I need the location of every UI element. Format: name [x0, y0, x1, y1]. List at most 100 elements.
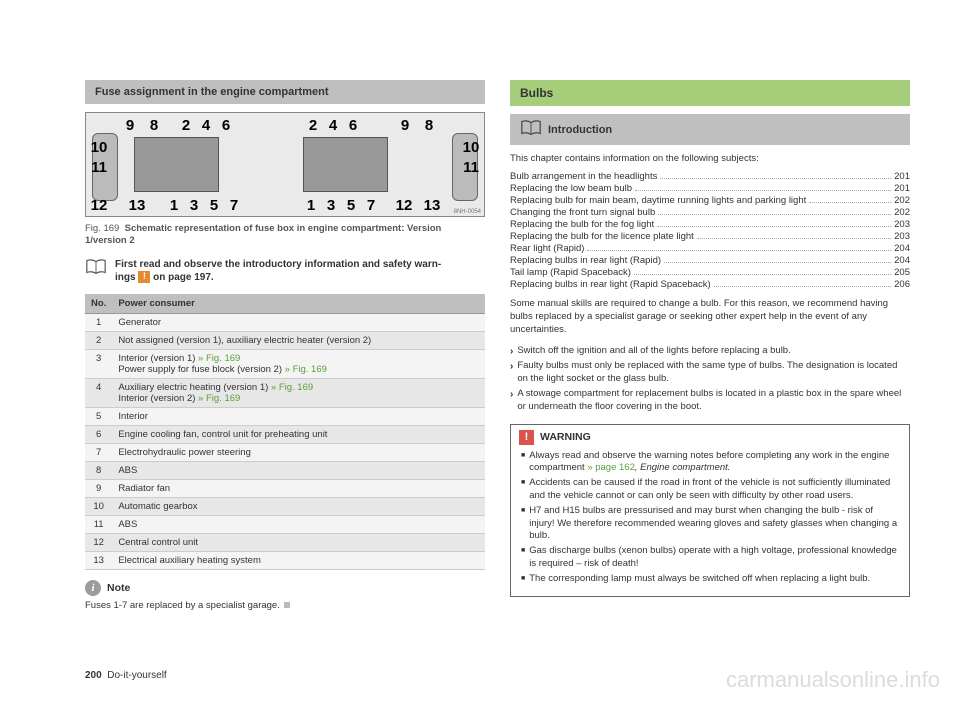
table-cell-no: 8	[85, 461, 112, 479]
table-cell-no: 3	[85, 349, 112, 378]
fuse-table: No. Power consumer 1Generator2Not assign…	[85, 294, 485, 570]
toc-dots	[634, 274, 891, 275]
table-cell-consumer: Radiator fan	[112, 479, 485, 497]
figure-caption: Fig. 169 Schematic representation of fus…	[85, 223, 485, 248]
book-icon	[85, 258, 107, 279]
table-cell-consumer: Electrohydraulic power steering	[112, 443, 485, 461]
table-cell-no: 5	[85, 407, 112, 425]
diagram-num: 9	[397, 117, 413, 134]
toc-row: Replacing bulb for main beam, daytime ru…	[510, 195, 910, 206]
toc-page: 205	[894, 267, 910, 278]
bullet-text: Faulty bulbs must only be replaced with …	[517, 360, 910, 386]
left-header: Fuse assignment in the engine compartmen…	[85, 80, 485, 104]
toc-page: 202	[894, 207, 910, 218]
table-header-no: No.	[85, 294, 112, 314]
toc-dots	[658, 214, 891, 215]
toc-label: Bulb arrangement in the headlights	[510, 171, 657, 182]
toc-label: Replacing bulb for main beam, daytime ru…	[510, 195, 806, 206]
warning-text: Accidents can be caused if the road in f…	[529, 477, 899, 503]
table-cell-no: 4	[85, 378, 112, 407]
table-cell-consumer: Central control unit	[112, 533, 485, 551]
table-cell-consumer: Electrical auxiliary heating system	[112, 551, 485, 569]
toc-row: Replacing the bulb for the licence plate…	[510, 231, 910, 242]
toc-dots	[664, 262, 891, 263]
toc-page: 203	[894, 219, 910, 230]
toc-page: 201	[894, 171, 910, 182]
toc-page: 202	[894, 195, 910, 206]
diagram-num: 10	[88, 139, 110, 156]
diagram-num: 11	[88, 159, 110, 176]
table-row: 12Central control unit	[85, 533, 485, 551]
toc-label: Replacing the bulb for the licence plate…	[510, 231, 694, 242]
warning-body: ■Always read and observe the warning not…	[511, 450, 909, 596]
chevron-icon: ›	[510, 360, 513, 386]
toc-dots	[697, 238, 891, 239]
table-cell-no: 13	[85, 551, 112, 569]
toc: Bulb arrangement in the headlights 201 Rep…	[510, 171, 910, 290]
toc-label: Replacing the low beam bulb	[510, 183, 632, 194]
table-cell-consumer: Auxiliary electric heating (version 1) »…	[112, 378, 485, 407]
body-para: Some manual skills are required to chang…	[510, 298, 910, 336]
chevron-icon: ›	[510, 388, 513, 414]
warning-box: ! WARNING ■Always read and observe the w…	[510, 424, 910, 597]
warning-text: The corresponding lamp must always be sw…	[529, 573, 870, 586]
intro-header: Introduction	[510, 114, 910, 145]
bullet-list: ›Switch off the ignition and all of the …	[510, 345, 910, 414]
toc-dots	[635, 190, 891, 191]
left-column: Fuse assignment in the engine compartmen…	[85, 80, 485, 612]
table-row: 9Radiator fan	[85, 479, 485, 497]
table-cell-consumer: Automatic gearbox	[112, 497, 485, 515]
warning-icon: !	[519, 430, 534, 445]
note-text: Fuses 1-7 are replaced by a specialist g…	[85, 600, 485, 612]
diagram-num: 9	[122, 117, 138, 134]
table-cell-consumer: Engine cooling fan, control unit for pre…	[112, 425, 485, 443]
table-row: 2Not assigned (version 1), auxiliary ele…	[85, 331, 485, 349]
table-cell-no: 10	[85, 497, 112, 515]
diagram-num: 12	[88, 197, 110, 214]
table-cell-no: 11	[85, 515, 112, 533]
toc-row: Replacing bulbs in rear light (Rapid)204	[510, 255, 910, 266]
diagram-num: 11	[460, 159, 482, 176]
warning-item: ■Gas discharge bulbs (xenon bulbs) opera…	[521, 545, 899, 571]
table-row: 5Interior	[85, 407, 485, 425]
bulbs-header: Bulbs	[510, 80, 910, 106]
diagram-num: 6	[218, 117, 234, 134]
toc-page: 203	[894, 231, 910, 242]
diagram-num: 5	[206, 197, 222, 214]
table-cell-consumer: Generator	[112, 313, 485, 331]
warning-item: ■Accidents can be caused if the road in …	[521, 477, 899, 503]
table-cell-no: 1	[85, 313, 112, 331]
table-cell-consumer: Interior	[112, 407, 485, 425]
toc-dots	[587, 250, 891, 251]
info-icon: i	[85, 580, 101, 596]
toc-page: 204	[894, 243, 910, 254]
diagram-num: 7	[226, 197, 242, 214]
table-cell-no: 9	[85, 479, 112, 497]
toc-page: 204	[894, 255, 910, 266]
warning-item: ■ The corresponding lamp must always be s…	[521, 573, 899, 586]
square-bullet-icon: ■	[521, 505, 525, 543]
diagram-num: 8	[421, 117, 437, 134]
square-bullet-icon: ■	[521, 477, 525, 503]
toc-dots	[657, 226, 891, 227]
table-cell-no: 12	[85, 533, 112, 551]
book-icon	[520, 119, 542, 140]
toc-label: Rear light (Rapid)	[510, 243, 584, 254]
warning-item: ■Always read and observe the warning not…	[521, 450, 899, 476]
warning-head: ! WARNING	[511, 425, 909, 450]
end-square-icon	[284, 602, 290, 608]
toc-page: 201	[894, 183, 910, 194]
diagram-num: 8	[146, 117, 162, 134]
diagram-num: 13	[126, 197, 148, 214]
toc-label: Replacing the bulb for the fog light	[510, 219, 654, 230]
table-row: 4Auxiliary electric heating (version 1) …	[85, 378, 485, 407]
table-cell-consumer: Interior (version 1) » Fig. 169Power sup…	[112, 349, 485, 378]
right-column: Bulbs Introduction This chapter contains…	[510, 80, 910, 612]
toc-label: Tail lamp (Rapid Spaceback)	[510, 267, 631, 278]
warning-text: H7 and H15 bulbs are pressurised and may…	[529, 505, 899, 543]
warning-title: WARNING	[540, 431, 591, 443]
square-bullet-icon: ■	[521, 573, 525, 586]
bullet-row: ›A stowage compartment for replacement b…	[510, 388, 910, 414]
note-title: Note	[107, 582, 130, 594]
diagram-num: 2	[305, 117, 321, 134]
